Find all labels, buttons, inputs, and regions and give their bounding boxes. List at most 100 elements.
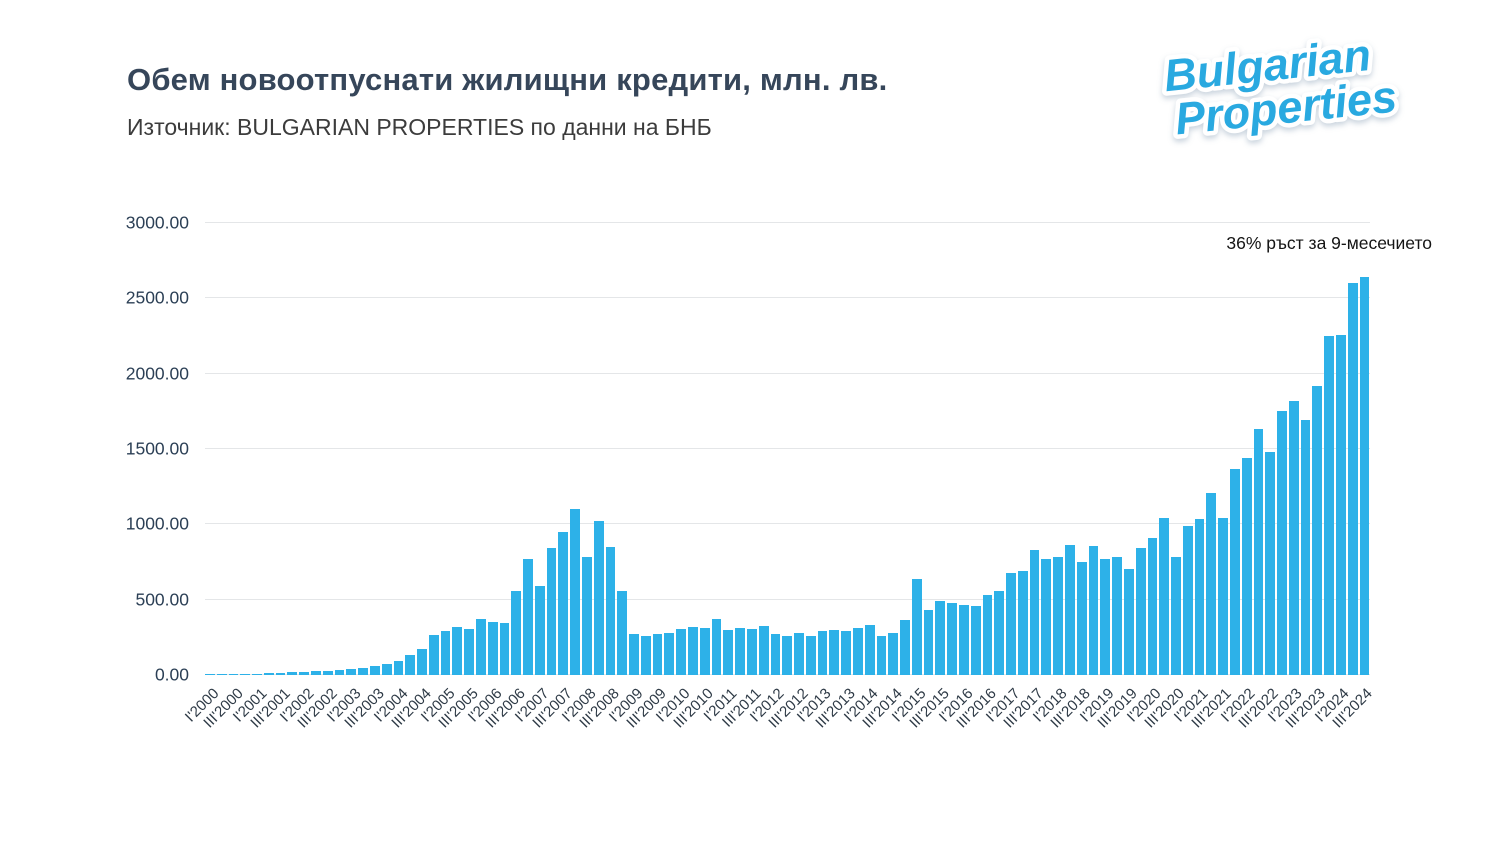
y-axis-tick-label: 1000.00 bbox=[125, 513, 189, 534]
bar bbox=[1076, 562, 1087, 675]
bar bbox=[746, 629, 757, 675]
chart-annotation: 36% ръст за 9-месечието bbox=[1226, 233, 1432, 253]
bar bbox=[464, 629, 474, 675]
bar bbox=[923, 609, 934, 675]
bar bbox=[1265, 452, 1276, 675]
bar bbox=[275, 672, 286, 675]
bar bbox=[935, 601, 946, 675]
bar bbox=[475, 618, 486, 675]
bulgarian-properties-logo: Bulgarian Properties bbox=[1157, 30, 1404, 149]
bar bbox=[405, 655, 416, 675]
bar bbox=[782, 635, 793, 675]
gridline bbox=[205, 372, 1370, 374]
bar bbox=[1324, 336, 1334, 675]
bar bbox=[1288, 400, 1299, 675]
bar bbox=[440, 631, 451, 675]
bar bbox=[1359, 277, 1370, 675]
bar bbox=[558, 531, 569, 675]
bar bbox=[1253, 429, 1264, 675]
bar bbox=[1312, 385, 1323, 675]
bar bbox=[593, 521, 604, 675]
bar bbox=[228, 673, 239, 675]
y-axis-tick-label: 1500.00 bbox=[125, 438, 189, 459]
bar bbox=[1171, 557, 1181, 675]
bar bbox=[1159, 518, 1170, 675]
bar bbox=[758, 625, 769, 675]
gridline bbox=[205, 448, 1370, 449]
bar bbox=[452, 626, 463, 675]
y-axis-tick-label: 500.00 bbox=[135, 589, 189, 610]
bar bbox=[640, 635, 651, 675]
bar bbox=[711, 619, 722, 675]
bar bbox=[699, 628, 710, 675]
bar bbox=[970, 606, 981, 675]
bar bbox=[487, 621, 498, 675]
bar bbox=[1029, 549, 1040, 675]
bar bbox=[334, 669, 345, 675]
bar bbox=[417, 649, 427, 675]
bar bbox=[605, 546, 616, 675]
bar bbox=[205, 674, 215, 675]
bar bbox=[1300, 420, 1311, 675]
source-subtitle: Източник: BULGARIAN PROPERTIES по данни … bbox=[127, 114, 712, 140]
bar bbox=[1336, 334, 1346, 675]
bar bbox=[369, 666, 380, 675]
gridline bbox=[205, 297, 1370, 299]
bar bbox=[1135, 548, 1146, 675]
bar bbox=[1100, 558, 1111, 675]
bar bbox=[311, 671, 321, 675]
bar bbox=[652, 634, 663, 675]
bar bbox=[1182, 525, 1193, 675]
bar bbox=[1065, 545, 1075, 675]
bar bbox=[534, 586, 545, 675]
bar bbox=[1229, 468, 1240, 675]
bar bbox=[546, 547, 557, 675]
x-axis-labels: I'2000 III'2000 I'2001 III'2001 I'2002 III'20… bbox=[182, 675, 1376, 765]
bar bbox=[1194, 519, 1205, 675]
bar bbox=[240, 673, 251, 675]
bar bbox=[1206, 492, 1217, 675]
bar bbox=[770, 634, 781, 675]
bar bbox=[582, 557, 592, 675]
bar bbox=[852, 628, 863, 675]
bar bbox=[841, 631, 851, 675]
y-axis-tick-label: 2000.00 bbox=[125, 363, 189, 384]
bar bbox=[888, 632, 899, 675]
bar bbox=[1147, 537, 1158, 675]
bar bbox=[216, 674, 227, 675]
gridline bbox=[205, 523, 1370, 525]
page-title: Обем новоотпуснати жилищни кредити, млн.… bbox=[127, 62, 888, 97]
bar bbox=[511, 590, 522, 675]
bar bbox=[252, 673, 262, 675]
bar bbox=[829, 629, 840, 675]
bar bbox=[794, 632, 804, 675]
bar bbox=[287, 672, 298, 675]
y-axis-tick-label: 2500.00 bbox=[125, 287, 189, 308]
bar bbox=[723, 630, 734, 675]
bar bbox=[1218, 518, 1228, 675]
bar bbox=[523, 559, 533, 675]
bar bbox=[735, 628, 745, 675]
bar bbox=[1277, 410, 1287, 675]
bar bbox=[864, 624, 875, 675]
y-axis-labels: 0.00 500.00 1000.00 1500.00 2000.00 2500.00 30… bbox=[95, 213, 205, 685]
bar bbox=[1041, 558, 1052, 675]
bar bbox=[1347, 283, 1358, 675]
bar bbox=[358, 667, 368, 675]
bar bbox=[817, 630, 828, 675]
bar bbox=[805, 636, 816, 675]
bar bbox=[688, 627, 698, 675]
gridline bbox=[205, 598, 1370, 600]
bar bbox=[346, 669, 357, 675]
y-axis-tick-label: 0.00 bbox=[154, 664, 189, 685]
bars bbox=[205, 223, 1370, 675]
bar bbox=[570, 509, 580, 675]
bar bbox=[1241, 458, 1252, 675]
bar bbox=[1017, 570, 1028, 675]
bar bbox=[629, 633, 639, 675]
bar bbox=[982, 594, 993, 675]
bar bbox=[947, 602, 957, 675]
y-axis-tick-label: 3000.00 bbox=[125, 212, 189, 233]
bar bbox=[876, 635, 887, 675]
chart: 0.00 500.00 1000.00 1500.00 2000.00 2500.00 30… bbox=[126, 213, 1432, 732]
